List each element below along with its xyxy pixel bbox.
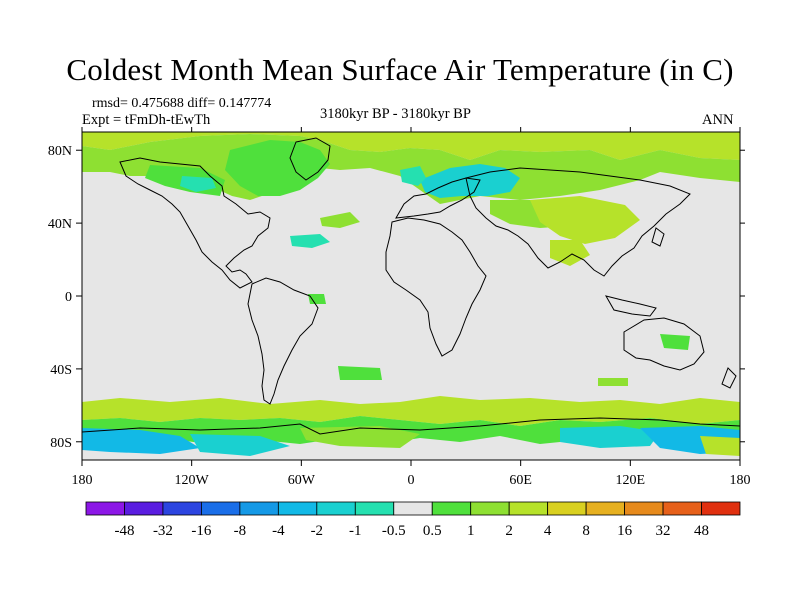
coastline-indonesia: [604, 295, 657, 317]
colorbar-swatch: [316, 501, 356, 516]
coastline-antarctica: [82, 417, 740, 435]
colorbar-swatch: [585, 501, 625, 516]
colorbar-swatch: [624, 501, 664, 516]
colorbar-swatch: [277, 501, 318, 516]
colorbar-label: 8: [582, 523, 590, 539]
plot-area: [81, 131, 741, 461]
coastline-new-zealand: [721, 367, 737, 389]
lon-tick-label: 0: [408, 473, 415, 488]
colorbar-label: 16: [617, 523, 633, 539]
anomaly-region: [560, 426, 660, 448]
colorbar-swatch: [393, 501, 433, 516]
lon-tick-label: 60E: [509, 473, 532, 488]
colorbar-label: -2: [311, 523, 324, 539]
lat-tick-label: 40S: [50, 363, 72, 378]
colorbar-swatch: [701, 501, 741, 516]
colorbar-swatch: [354, 501, 395, 516]
anomaly-region: [420, 164, 520, 198]
coastline-australia: [623, 317, 705, 371]
anomaly-region: [82, 132, 740, 160]
anomaly-region: [180, 176, 216, 192]
period-label: 3180kyr BP - 3180kyr BP: [320, 106, 471, 122]
lat-tick-label: 40N: [48, 217, 72, 232]
anomaly-region: [660, 334, 690, 350]
anomaly-region: [308, 294, 326, 304]
anomaly-region: [550, 240, 590, 266]
anomaly-region: [400, 166, 426, 186]
anomaly-region: [530, 196, 640, 244]
colorbar-label: -48: [114, 523, 134, 539]
anomaly-region: [190, 434, 290, 456]
colorbar-label: 4: [544, 523, 552, 539]
colorbar: -48 -32 -16 -8 -4 -2 -1 -0.5 0.5 1 2 4 8 16 32 48: [85, 501, 741, 539]
colorbar-label: 2: [505, 523, 513, 539]
anomaly-region: [338, 366, 382, 380]
lat-tick-label: 80S: [50, 436, 72, 451]
colorbar-swatch: [201, 501, 241, 516]
anomaly-region: [598, 378, 628, 386]
lon-tick-label: 60W: [288, 473, 316, 488]
anomaly-fields: [82, 132, 740, 456]
lon-tick-label: 120E: [616, 473, 646, 488]
lat-tick-label: 80N: [48, 144, 72, 159]
anomaly-region: [290, 234, 330, 248]
colorbar-label: -16: [191, 523, 211, 539]
coastline-north-america: [119, 157, 271, 289]
anomaly-region: [320, 212, 360, 228]
season-label: ANN: [702, 112, 734, 128]
coastline-japan: [651, 227, 665, 247]
colorbar-label: 0.5: [423, 523, 442, 539]
lon-tick-label: 180: [72, 473, 93, 488]
colorbar-swatch: [470, 501, 510, 516]
colorbar-label: 48: [694, 523, 709, 539]
coastline-greenland: [289, 137, 331, 181]
experiment-label: Expt = tFmDh-tEwTh: [82, 112, 211, 128]
colorbar-swatch: [431, 501, 472, 516]
colorbar-swatch: [85, 501, 125, 516]
colorbar-label: 1: [467, 523, 475, 539]
anomaly-region: [300, 426, 420, 448]
colorbar-label: 32: [656, 523, 671, 539]
lon-tick-label: 180: [730, 473, 751, 488]
colorbar-swatch: [239, 501, 279, 516]
map-title: Coldest Month Mean Surface Air Temperatu…: [66, 52, 734, 87]
rmsd-diff-label: rmsd= 0.475688 diff= 0.147774: [92, 96, 272, 111]
colorbar-swatch: [508, 501, 549, 516]
coastline-africa: [385, 217, 487, 357]
map-axes: 180 120W 60W 0 60E 120E 180 80N 40N 0 40S 80S: [48, 127, 751, 488]
anomaly-region: [700, 436, 740, 456]
coastline-europe: [395, 177, 481, 219]
colorbar-swatch: [662, 501, 702, 516]
lat-tick-label: 0: [65, 290, 72, 305]
anomaly-region: [225, 140, 330, 196]
anomaly-region: [82, 428, 200, 454]
colorbar-label: -1: [349, 523, 362, 539]
coastlines: [82, 137, 740, 435]
colorbar-label: -8: [234, 523, 247, 539]
colorbar-swatch: [547, 501, 587, 516]
colorbar-label: -32: [153, 523, 173, 539]
colorbar-swatch: [124, 501, 164, 516]
coastline-south-america: [247, 277, 319, 405]
colorbar-label: -0.5: [382, 523, 406, 539]
colorbar-label: -4: [272, 523, 285, 539]
coastline-asia: [465, 167, 691, 277]
lon-tick-label: 120W: [175, 473, 210, 488]
colorbar-swatch: [162, 501, 202, 516]
